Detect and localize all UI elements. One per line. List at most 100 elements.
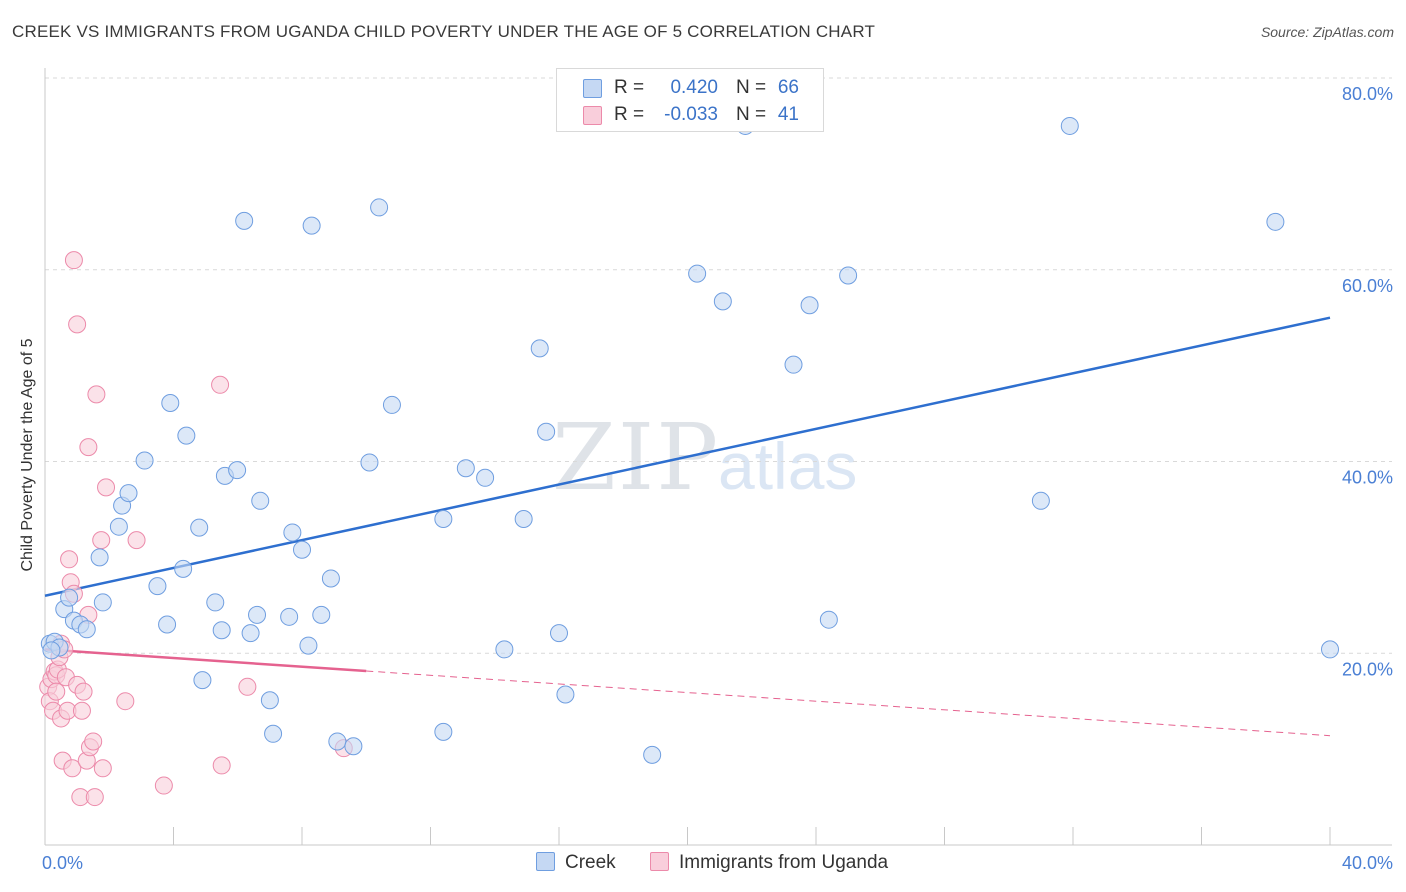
creek-point	[90, 548, 109, 567]
y-tick-label-80: 80.0%	[1342, 84, 1393, 104]
creek-trend-line	[44, 316, 1331, 597]
creek-point	[299, 636, 318, 655]
legend-item-creek[interactable]: Creek	[536, 852, 616, 874]
creek-n-value: 66	[777, 77, 799, 98]
uganda-point	[72, 701, 91, 720]
creek-swatch	[583, 79, 602, 98]
uganda-r-value: -0.033	[664, 104, 718, 125]
uganda-r-label: R =	[614, 104, 645, 125]
uganda-point	[64, 251, 83, 270]
uganda-point	[127, 531, 146, 550]
creek-point	[434, 722, 453, 741]
gridlines	[45, 77, 1392, 654]
watermark-atlas: atlas	[718, 429, 858, 503]
creek-point	[1321, 640, 1339, 659]
creek-point	[713, 292, 732, 311]
stats-row-creek: R = 0.420 N = 66	[557, 74, 823, 102]
creek-point	[251, 491, 270, 510]
uganda-trend-line-dashed	[366, 670, 1331, 737]
creek-point	[643, 745, 662, 764]
creek-point	[135, 451, 154, 470]
creek-point	[550, 624, 568, 643]
creek-point	[77, 620, 96, 639]
creek-point	[784, 355, 803, 374]
creek-point	[800, 296, 819, 315]
creek-point	[819, 610, 838, 629]
creek-point	[514, 510, 533, 529]
uganda-legend-label: Immigrants from Uganda	[679, 852, 889, 873]
creek-point	[688, 264, 707, 283]
uganda-point	[84, 732, 103, 751]
creek-point	[1060, 116, 1079, 135]
x-tick-label-max: 40.0%	[1342, 853, 1393, 873]
uganda-point	[68, 315, 87, 334]
uganda-point	[238, 677, 257, 696]
creek-point	[241, 624, 260, 643]
creek-point	[370, 198, 389, 217]
uganda-point	[74, 682, 93, 701]
creek-point	[556, 685, 575, 704]
creek-point	[212, 621, 231, 640]
y-tick-label-20: 20.0%	[1342, 659, 1393, 679]
creek-point	[280, 607, 299, 626]
watermark-zip: ZIP	[552, 404, 721, 511]
creek-point	[839, 266, 858, 285]
creek-point	[476, 468, 495, 487]
creek-point	[495, 640, 514, 659]
uganda-point	[47, 682, 66, 701]
tick-labels: 20.0% 40.0% 60.0% 80.0% 0.0% 40.0%	[42, 84, 1393, 873]
axes	[44, 68, 1392, 846]
creek-n-label: N =	[736, 77, 767, 98]
creek-point	[60, 588, 79, 607]
creek-legend-swatch	[536, 852, 555, 871]
creek-r-value: 0.420	[670, 77, 718, 98]
stats-legend: R = 0.420 N = 66 R = -0.033 N = 41	[556, 68, 824, 132]
creek-point	[228, 461, 247, 480]
creek-point	[1031, 491, 1050, 510]
uganda-legend-swatch	[650, 852, 669, 871]
uganda-point	[79, 438, 98, 457]
y-tick-label-40: 40.0%	[1342, 468, 1393, 488]
y-tick-label-60: 60.0%	[1342, 276, 1393, 296]
creek-point	[360, 453, 379, 472]
creek-point	[148, 577, 167, 596]
uganda-point	[211, 375, 230, 394]
creek-point	[93, 593, 112, 612]
chart-title: CREEK VS IMMIGRANTS FROM UGANDA CHILD PO…	[12, 22, 876, 41]
uganda-point	[116, 692, 135, 711]
creek-point	[193, 671, 212, 690]
uganda-trend-line-solid	[44, 648, 367, 673]
creek-legend-label: Creek	[565, 852, 616, 873]
creek-point	[537, 422, 556, 441]
uganda-point	[85, 788, 104, 807]
creek-point	[1266, 212, 1285, 231]
creek-point	[248, 605, 267, 624]
creek-point	[174, 559, 193, 578]
creek-point	[158, 615, 177, 634]
creek-point	[312, 605, 331, 624]
creek-point	[190, 518, 209, 537]
creek-point	[328, 732, 347, 751]
series-uganda-points	[39, 251, 353, 807]
uganda-point	[154, 776, 173, 795]
uganda-point	[212, 756, 231, 775]
uganda-n-value: 41	[777, 104, 799, 125]
creek-point	[321, 569, 340, 588]
creek-point	[206, 593, 225, 612]
series-creek-points	[40, 116, 1339, 764]
creek-point	[161, 394, 180, 413]
creek-point	[119, 484, 138, 503]
uganda-point	[97, 478, 116, 497]
creek-point	[456, 459, 475, 478]
creek-point	[293, 540, 311, 559]
source-label: Source: ZipAtlas.com	[1260, 24, 1394, 40]
legend-item-uganda[interactable]: Immigrants from Uganda	[650, 852, 888, 874]
trend-lines	[44, 316, 1331, 737]
uganda-point	[87, 385, 106, 404]
uganda-point	[63, 759, 82, 778]
creek-point	[260, 691, 279, 710]
stats-row-uganda: R = -0.033 N = 41	[557, 101, 823, 129]
uganda-point	[60, 550, 79, 569]
creek-point	[264, 724, 283, 743]
